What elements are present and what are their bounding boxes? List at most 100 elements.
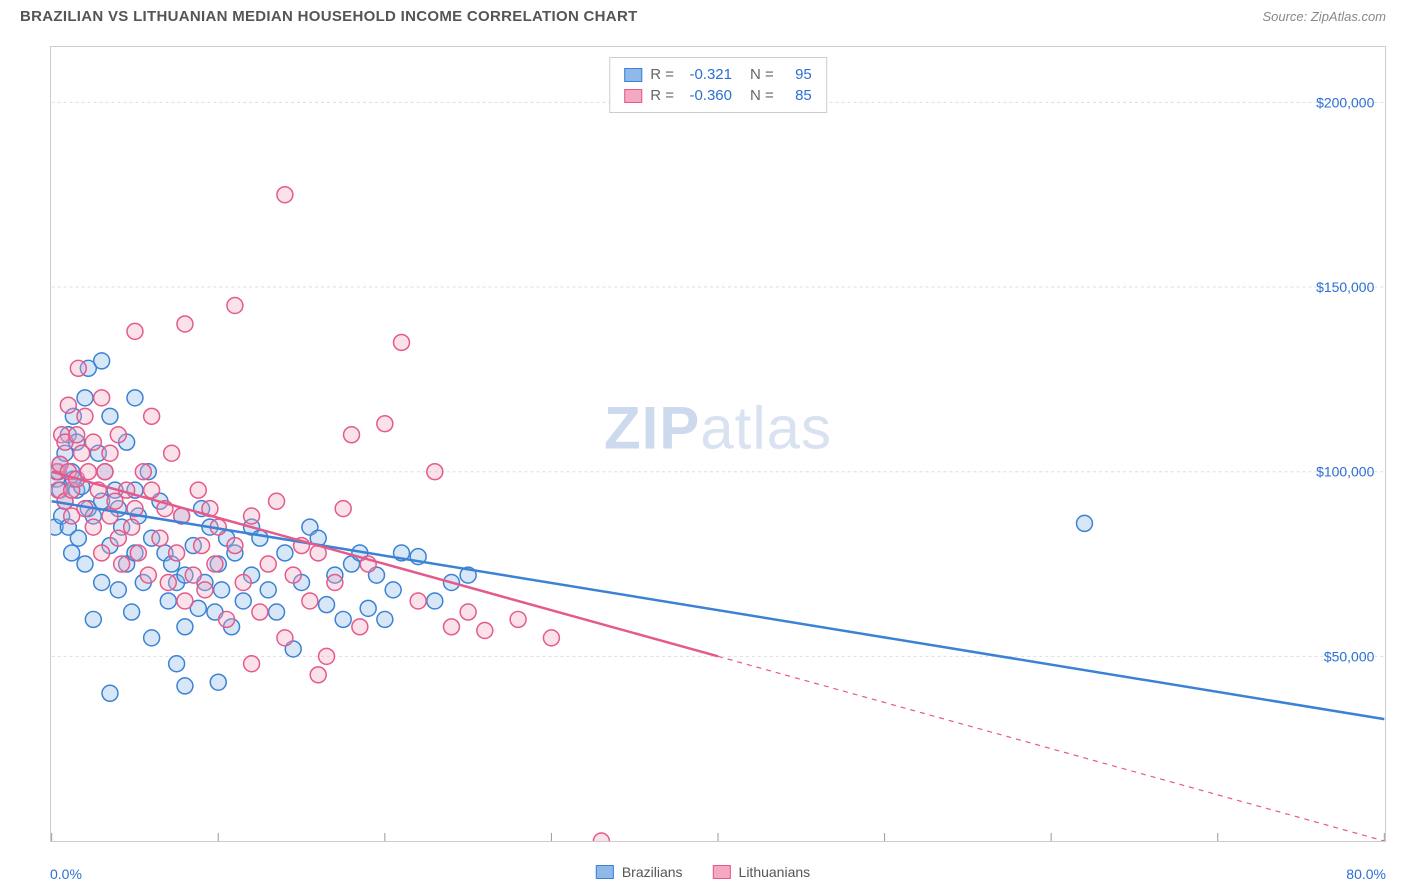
y-tick-label: $50,000 bbox=[1324, 648, 1375, 664]
data-point bbox=[94, 545, 110, 561]
data-point bbox=[235, 593, 251, 609]
x-max-label: 80.0% bbox=[1346, 866, 1386, 882]
data-point bbox=[85, 611, 101, 627]
legend-swatch bbox=[596, 865, 614, 879]
data-point bbox=[130, 545, 146, 561]
data-point bbox=[177, 593, 193, 609]
n-value: 85 bbox=[782, 87, 812, 104]
data-point bbox=[260, 582, 276, 598]
r-value: -0.321 bbox=[682, 66, 732, 83]
data-point bbox=[110, 427, 126, 443]
n-value: 95 bbox=[782, 66, 812, 83]
data-point bbox=[80, 464, 96, 480]
data-point bbox=[94, 575, 110, 591]
trend-line-dash bbox=[718, 656, 1384, 841]
data-point bbox=[94, 353, 110, 369]
y-tick-label: $100,000 bbox=[1316, 464, 1374, 480]
data-point bbox=[144, 630, 160, 646]
n-label: N = bbox=[750, 87, 774, 104]
legend-label: Lithuanians bbox=[739, 864, 811, 880]
data-point bbox=[197, 582, 213, 598]
data-point bbox=[77, 556, 93, 572]
data-point bbox=[277, 187, 293, 203]
data-point bbox=[64, 545, 80, 561]
data-point bbox=[185, 567, 201, 583]
data-point bbox=[69, 427, 85, 443]
data-point bbox=[277, 630, 293, 646]
r-label: R = bbox=[650, 66, 674, 83]
data-point bbox=[169, 656, 185, 672]
series-swatch bbox=[624, 89, 642, 103]
data-point bbox=[269, 493, 285, 509]
legend-bottom: Brazilians Lithuanians bbox=[596, 864, 810, 880]
data-point bbox=[377, 416, 393, 432]
stats-row: R = -0.360 N = 85 bbox=[624, 85, 812, 106]
data-point bbox=[160, 593, 176, 609]
data-point bbox=[207, 556, 223, 572]
data-point bbox=[194, 538, 210, 554]
data-point bbox=[177, 678, 193, 694]
data-point bbox=[1076, 515, 1092, 531]
data-point bbox=[219, 611, 235, 627]
series-swatch bbox=[624, 68, 642, 82]
data-point bbox=[85, 519, 101, 535]
data-point bbox=[327, 575, 343, 591]
scatter-plot-svg: $50,000 $100,000 $150,000 $200,000 bbox=[51, 47, 1385, 841]
data-point bbox=[319, 648, 335, 664]
data-point bbox=[124, 519, 140, 535]
y-tick-label: $150,000 bbox=[1316, 279, 1374, 295]
data-point bbox=[102, 685, 118, 701]
data-point bbox=[60, 397, 76, 413]
data-point bbox=[269, 604, 285, 620]
data-point bbox=[385, 582, 401, 598]
r-label: R = bbox=[650, 87, 674, 104]
data-point bbox=[427, 464, 443, 480]
data-point bbox=[244, 508, 260, 524]
data-point bbox=[443, 619, 459, 635]
data-point bbox=[510, 611, 526, 627]
data-point bbox=[252, 604, 268, 620]
data-point bbox=[460, 604, 476, 620]
data-point bbox=[85, 434, 101, 450]
data-point bbox=[77, 390, 93, 406]
data-point bbox=[335, 611, 351, 627]
data-point bbox=[177, 316, 193, 332]
data-point bbox=[352, 619, 368, 635]
legend-item: Lithuanians bbox=[713, 864, 811, 880]
data-point bbox=[310, 667, 326, 683]
data-point bbox=[210, 674, 226, 690]
data-point bbox=[277, 545, 293, 561]
data-point bbox=[593, 833, 609, 841]
data-point bbox=[94, 390, 110, 406]
data-point bbox=[77, 408, 93, 424]
chart-area: $50,000$100,000$150,000$200,000 ZIPatlas… bbox=[50, 46, 1386, 842]
data-point bbox=[319, 597, 335, 613]
data-point bbox=[477, 623, 493, 639]
data-point bbox=[135, 464, 151, 480]
data-point bbox=[70, 360, 86, 376]
r-value: -0.360 bbox=[682, 87, 732, 104]
data-point bbox=[144, 482, 160, 498]
data-point bbox=[252, 530, 268, 546]
data-point bbox=[160, 575, 176, 591]
data-point bbox=[110, 530, 126, 546]
n-label: N = bbox=[750, 66, 774, 83]
data-point bbox=[377, 611, 393, 627]
data-point bbox=[190, 482, 206, 498]
stats-row: R = -0.321 N = 95 bbox=[624, 64, 812, 85]
data-point bbox=[102, 445, 118, 461]
data-point bbox=[144, 408, 160, 424]
data-point bbox=[114, 556, 130, 572]
source-label: Source: ZipAtlas.com bbox=[1262, 9, 1386, 24]
data-point bbox=[127, 390, 143, 406]
data-point bbox=[102, 408, 118, 424]
data-point bbox=[124, 604, 140, 620]
data-point bbox=[394, 334, 410, 350]
data-point bbox=[97, 464, 113, 480]
data-point bbox=[260, 556, 276, 572]
data-point bbox=[152, 530, 168, 546]
data-point bbox=[110, 582, 126, 598]
x-min-label: 0.0% bbox=[50, 866, 82, 882]
y-tick-label: $200,000 bbox=[1316, 94, 1374, 110]
data-point bbox=[244, 656, 260, 672]
